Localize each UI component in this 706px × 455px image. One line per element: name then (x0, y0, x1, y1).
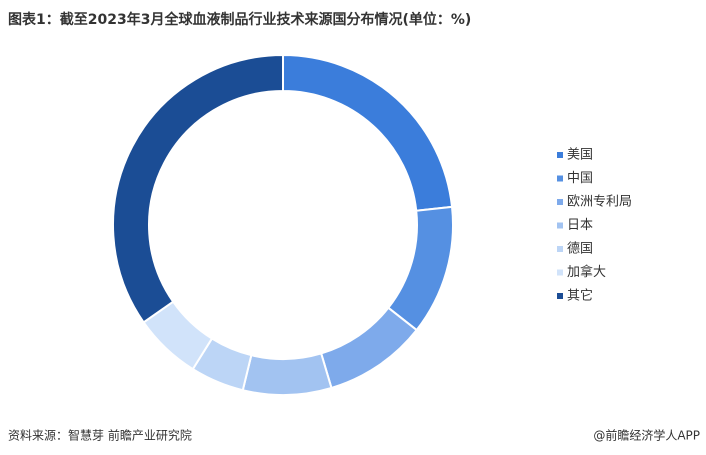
legend-label: 日本 (567, 218, 593, 233)
legend-label: 德国 (567, 242, 593, 257)
donut-slice (386, 205, 454, 332)
legend-label: 加拿大 (567, 264, 606, 280)
legend-swatch (557, 293, 563, 299)
donut-slice (282, 53, 454, 212)
source: 资料来源：智慧芽 前瞻产业研究院 (8, 428, 192, 443)
donut-slice (112, 53, 284, 324)
donut-slice (241, 352, 333, 396)
donut-slice (319, 306, 419, 390)
credit: @前瞻经济学人APP (593, 428, 700, 443)
legend-label: 美国 (567, 148, 593, 163)
legend-swatch (557, 152, 563, 158)
legend-label: 欧洲专利局 (567, 195, 632, 210)
legend-label: 其它 (567, 288, 593, 304)
legend-swatch (557, 269, 563, 276)
legend-swatch (557, 199, 563, 205)
legend-swatch (557, 222, 563, 229)
legend-swatch (557, 175, 563, 182)
legend-label: 中国 (567, 171, 593, 186)
legend-swatch (557, 246, 563, 252)
chart-title: 图表1：截至2023年3月全球血液制品行业技术来源国分布情况(单位：%) (8, 11, 471, 28)
